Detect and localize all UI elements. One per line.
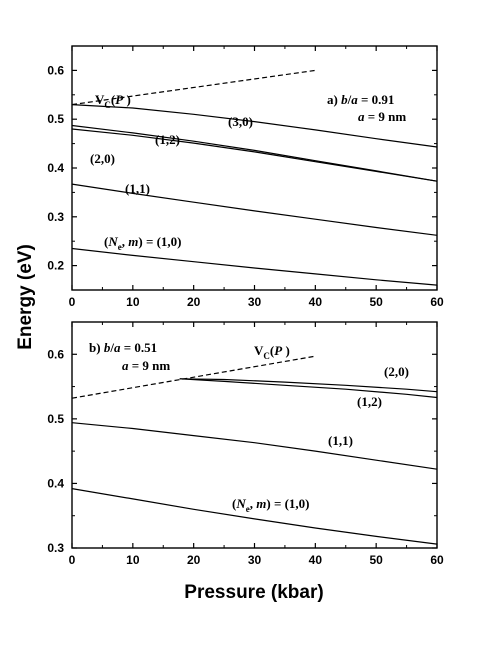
label-1-2-top: (1,2) [155, 132, 180, 147]
panel-a-xtick-label-1: 10 [126, 295, 140, 309]
panel-a: 0 10 20 30 40 50 60 0.2 0.3 0.4 0.5 0.6 VC(P ) a) b… [47, 45, 444, 309]
panel-b-ticks: 0 10 20 30 40 50 60 0.3 0.4 0.5 0.6 [47, 321, 444, 567]
panel-b-ytick-label-2: 0.5 [47, 412, 64, 426]
panel-b: 0 10 20 30 40 50 600.30.40.50.6 b) b/a = 0.51 … [47, 321, 444, 567]
panel-a-xtick-label-3: 30 [248, 295, 262, 309]
panel-b-size-label: a = 9 nm [122, 358, 170, 373]
panel-b-series-1 [179, 378, 438, 399]
panel-b-xtick-label-1: 10 [126, 553, 140, 567]
label-1-1-top: (1,1) [125, 181, 150, 196]
panel-b-xtick-label-2: 20 [187, 553, 201, 567]
panel-b-ytick-label-0: 0.3 [47, 541, 64, 555]
label-2-0-bottom: (2,0) [384, 364, 409, 379]
panel-a-ytick-label-4: 0.6 [47, 63, 64, 77]
label-2-0-top: (2,0) [90, 151, 115, 166]
panel-a-ticks: 0 10 20 30 40 50 60 0.2 0.3 0.4 0.5 0.6 [47, 45, 444, 309]
panel-a-ytick-label-3: 0.5 [47, 112, 64, 126]
panel-a-ytick-label-0: 0.2 [47, 259, 64, 273]
panel-a-xtick-label-2: 20 [187, 295, 201, 309]
panel-a-size-label: a = 9 nm [358, 109, 406, 124]
panel-a-ytick-label-2: 0.4 [47, 161, 64, 175]
panel-b-ytick-label-3: 0.6 [47, 347, 64, 361]
panel-a-ratio-label: a) b/a = 0.91 [327, 92, 394, 107]
panel-b-series-0 [179, 378, 438, 393]
panel-a-frame [71, 45, 438, 291]
y-axis-title: Energy (eV) [15, 244, 36, 350]
panel-a-ytick-label-1: 0.3 [47, 210, 64, 224]
panel-b-series-4 [71, 355, 316, 399]
label-3-0: (3,0) [228, 114, 253, 129]
panel-b-ratio-label: b) b/a = 0.51 [89, 340, 157, 355]
panel-a-xtick-label-5: 50 [369, 295, 383, 309]
panel-a-series-5 [71, 69, 316, 106]
panel-b-xtick-label-5: 50 [369, 553, 383, 567]
x-axis-title: Pressure (kbar) [184, 582, 323, 603]
panel-b-xtick-label-0: 0 [69, 553, 76, 567]
panel-b-vc-label: VC(P ) [254, 343, 290, 361]
panel-a-xtick-label-4: 40 [309, 295, 323, 309]
panel-b-series [71, 355, 438, 545]
label-1-1-bottom: (1,1) [328, 433, 353, 448]
label-1-0-top: (Ne, m) = (1,0) [104, 234, 182, 252]
panel-a-vc-label: VC(P ) [95, 92, 131, 110]
panel-a-series-4 [71, 247, 438, 286]
panel-b-series-3 [71, 488, 438, 545]
panel-a-xtick-label-0: 0 [69, 295, 76, 309]
panel-a-xtick-label-6: 60 [430, 295, 444, 309]
panel-b-xtick-label-3: 30 [248, 553, 262, 567]
panel-b-xtick-label-6: 60 [430, 553, 444, 567]
panel-a-series [71, 69, 438, 286]
panel-b-xtick-label-4: 40 [309, 553, 323, 567]
panel-b-series-2 [71, 422, 438, 470]
panel-b-ytick-label-1: 0.4 [47, 476, 64, 490]
label-1-2-bottom: (1,2) [357, 394, 382, 409]
label-1-0-bottom: (Ne, m) = (1,0) [232, 496, 310, 514]
panel-a-series-2 [71, 128, 438, 182]
panel-a-series-0 [71, 104, 438, 148]
panel-a-series-3 [71, 183, 438, 236]
